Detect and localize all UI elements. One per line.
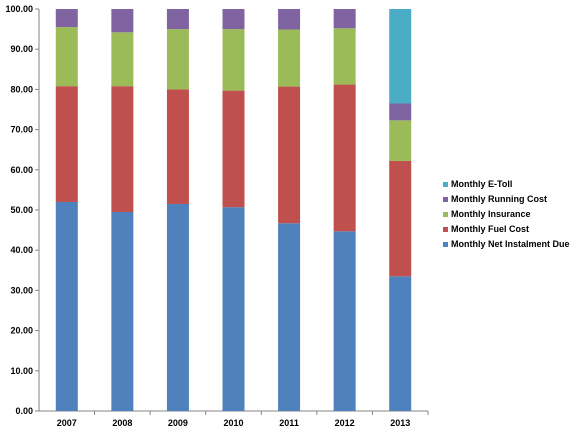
bar-segment xyxy=(389,160,412,277)
x-tick-label: 2012 xyxy=(335,418,355,428)
bar-segment xyxy=(222,207,245,411)
y-tick-label: 60.00 xyxy=(10,165,33,175)
legend-entry-label: Monthly Insurance xyxy=(451,209,531,219)
bar-segment xyxy=(111,212,134,411)
y-tick-label: 100.00 xyxy=(5,4,33,14)
legend-swatch xyxy=(443,212,448,217)
x-tick-label: 2013 xyxy=(390,418,410,428)
bar-segment xyxy=(222,29,245,91)
legend-swatch xyxy=(443,242,448,247)
bar-segment xyxy=(278,9,301,30)
legend: Monthly E-Toll Monthly Running Cost Monthl… xyxy=(443,179,570,249)
y-tick-label: 10.00 xyxy=(10,366,33,376)
legend-swatch xyxy=(443,182,448,187)
x-tick-label: 2007 xyxy=(57,418,77,428)
bar-segment xyxy=(389,103,412,121)
bar-segment xyxy=(111,9,134,33)
y-tick-label: 50.00 xyxy=(10,205,33,215)
bar-segment xyxy=(333,28,356,85)
bar-segment xyxy=(333,231,356,411)
bar-segment xyxy=(333,84,356,232)
x-tick-label: 2008 xyxy=(112,418,132,428)
bar-segment xyxy=(55,86,78,202)
y-tick-label: 20.00 xyxy=(10,326,33,336)
bar-segment xyxy=(166,9,189,30)
legend-entry-label: Monthly Net Instalment Due xyxy=(451,239,570,249)
legend-entry-label: Monthly E-Toll xyxy=(451,179,512,189)
bar-segment xyxy=(166,29,189,90)
legend-swatch xyxy=(443,197,448,202)
x-tick-label: 2010 xyxy=(223,418,243,428)
legend-entry-label: Monthly Fuel Cost xyxy=(451,224,529,234)
y-tick-label: 80.00 xyxy=(10,84,33,94)
y-tick-label: 70.00 xyxy=(10,125,33,135)
bar-segment xyxy=(166,89,189,204)
bar-segment xyxy=(389,120,412,161)
y-tick-label: 40.00 xyxy=(10,245,33,255)
x-tick-label: 2011 xyxy=(279,418,299,428)
bar-segment xyxy=(222,90,245,208)
bar-segment xyxy=(389,276,412,411)
bar-segment xyxy=(278,29,301,87)
bar-segment xyxy=(55,27,78,87)
bar-segment xyxy=(55,201,78,411)
plot-area: 0.00 10.00 20.00 30.00 40.00 50.00 60.00 70.00 8… xyxy=(5,4,429,428)
bar-segment xyxy=(389,9,412,104)
bar-segment xyxy=(333,9,356,29)
legend-entry-label: Monthly Running Cost xyxy=(451,194,547,204)
bar-segment xyxy=(166,203,189,411)
bar-segment xyxy=(55,9,78,28)
y-tick-label: 30.00 xyxy=(10,285,33,295)
x-tick-label: 2009 xyxy=(168,418,188,428)
bar-segment xyxy=(222,9,245,30)
y-tick-label: 90.00 xyxy=(10,44,33,54)
y-tick-label: 0.00 xyxy=(15,406,33,416)
bar-segment xyxy=(111,86,134,213)
legend-swatch xyxy=(443,227,448,232)
bar-segment xyxy=(111,32,134,87)
bar-segment xyxy=(278,223,301,411)
bar-segment xyxy=(278,86,301,224)
